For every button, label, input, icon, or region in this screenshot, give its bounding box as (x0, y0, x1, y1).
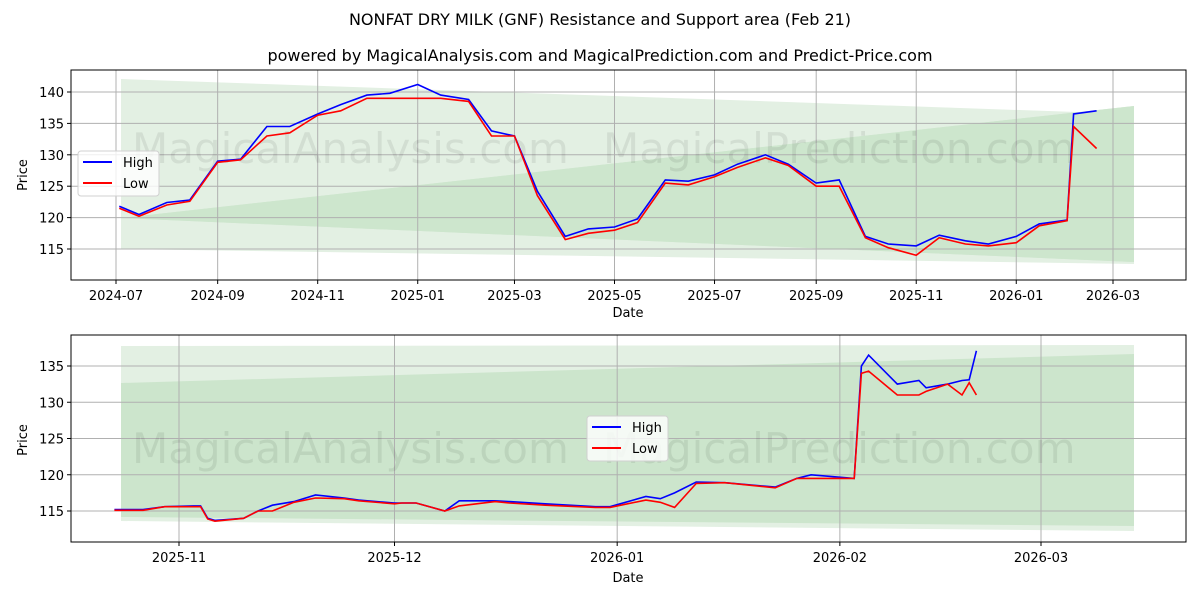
watermark-analysis: MagicalAnalysis.com (132, 124, 569, 173)
chart-title: NONFAT DRY MILK (GNF) Resistance and Sup… (348, 10, 852, 29)
y-tick-label: 125 (39, 180, 64, 195)
watermark-analysis-bottom: MagicalAnalysis.com (132, 424, 569, 473)
x-tick-label: 2024-07 (89, 289, 143, 304)
top-axes-frame (70, 69, 1187, 281)
bottom-y-axis-label: Price (16, 424, 31, 456)
watermark-prediction-bottom: MagicalPrediction.com (603, 424, 1076, 473)
legend-low-label: Low (123, 177, 149, 192)
top-x-axis-label: Date (612, 306, 643, 321)
top-support-band-lower (121, 106, 1134, 262)
x-tick-label: 2025-05 (587, 289, 641, 304)
y-tick-label: 115 (39, 505, 64, 520)
x-tick-label: 2025-11 (152, 551, 206, 566)
y-tick-label: 130 (39, 149, 64, 164)
x-tick-label: 2026-02 (813, 551, 867, 566)
top-panel: MagicalAnalysis.com MagicalPrediction.co… (16, 69, 1187, 321)
y-tick-label: 135 (39, 117, 64, 132)
top-y-axis-label: Price (16, 159, 31, 191)
top-x-axis: 2024-07 2024-09 2024-11 2025-01 2025-03 2025-… (89, 280, 1140, 304)
x-tick-label: 2025-07 (687, 289, 741, 304)
y-tick-label: 125 (39, 433, 64, 448)
legend-low-label-bottom: Low (632, 442, 658, 457)
x-tick-label: 2025-03 (487, 289, 541, 304)
legend-high-label-bottom: High (632, 421, 662, 436)
x-tick-label: 2025-01 (391, 289, 445, 304)
x-tick-label: 2026-03 (1086, 289, 1140, 304)
bottom-legend: High Low (586, 415, 669, 462)
y-tick-label: 140 (39, 86, 64, 101)
x-tick-label: 2025-09 (789, 289, 843, 304)
y-tick-label: 135 (39, 360, 64, 375)
bottom-y-axis: 115 120 125 130 135 (39, 360, 71, 520)
y-tick-label: 130 (39, 396, 64, 411)
y-tick-label: 120 (39, 469, 64, 484)
y-tick-label: 120 (39, 212, 64, 227)
top-low-line (118, 97, 1098, 257)
legend-high-label: High (123, 156, 153, 171)
x-tick-label: 2026-01 (590, 551, 644, 566)
bottom-low-line (114, 370, 978, 523)
bottom-panel: MagicalAnalysis.com MagicalPrediction.co… (16, 334, 1187, 586)
x-tick-label: 2025-12 (367, 551, 421, 566)
x-tick-label: 2026-01 (989, 289, 1043, 304)
watermark-prediction: MagicalPrediction.com (603, 124, 1076, 173)
bottom-x-axis-label: Date (612, 571, 643, 586)
bottom-x-axis: 2025-11 2025-12 2026-01 2026-02 2026-03 (152, 542, 1068, 566)
chart-subtitle: powered by MagicalAnalysis.com and Magic… (267, 46, 933, 65)
top-legend: High Low (77, 150, 160, 197)
x-tick-label: 2026-03 (1014, 551, 1068, 566)
y-tick-label: 115 (39, 243, 64, 258)
x-tick-label: 2024-11 (291, 289, 345, 304)
top-grid (71, 70, 1186, 280)
x-tick-label: 2025-11 (889, 289, 943, 304)
x-tick-label: 2024-09 (191, 289, 245, 304)
top-high-line (118, 83, 1097, 247)
top-y-axis: 115 120 125 130 135 140 (39, 86, 71, 258)
